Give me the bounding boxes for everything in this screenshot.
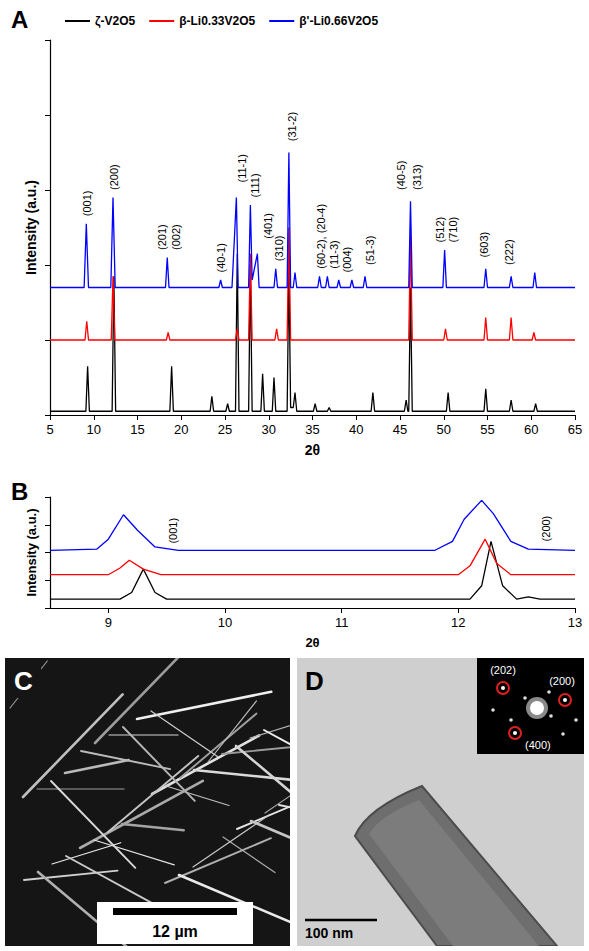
svg-text:(401): (401) [262, 213, 274, 239]
svg-text:(002): (002) [170, 224, 182, 250]
svg-text:(11-1): (11-1) [236, 154, 248, 183]
svg-text:(400): (400) [525, 739, 551, 751]
svg-text:(200): (200) [540, 516, 552, 542]
svg-text:(222): (222) [503, 239, 515, 265]
svg-text:5: 5 [46, 422, 53, 437]
svg-text:10: 10 [87, 422, 101, 437]
svg-text:(001): (001) [167, 518, 179, 544]
svg-text:12: 12 [451, 615, 465, 630]
svg-text:(001): (001) [81, 191, 93, 217]
svg-text:(310): (310) [273, 236, 285, 262]
svg-text:50: 50 [437, 422, 451, 437]
svg-text:C: C [14, 666, 33, 696]
svg-text:Intensity (a.u.): Intensity (a.u.) [23, 180, 39, 275]
svg-text:20: 20 [174, 422, 188, 437]
svg-text:45: 45 [393, 422, 407, 437]
svg-text:A: A [11, 6, 28, 33]
svg-text:β-Li0.33V2O5: β-Li0.33V2O5 [179, 14, 255, 28]
svg-text:(004): (004) [341, 247, 353, 273]
svg-text:(313): (313) [411, 164, 423, 190]
svg-text:30: 30 [262, 422, 276, 437]
svg-text:13: 13 [568, 615, 582, 630]
svg-text:B: B [11, 478, 28, 505]
svg-text:(40-1): (40-1) [215, 243, 227, 272]
svg-text:9: 9 [105, 615, 112, 630]
svg-text:65: 65 [568, 422, 582, 437]
svg-text:Intensity (a.u.): Intensity (a.u.) [24, 508, 39, 596]
svg-text:D: D [305, 666, 324, 696]
svg-text:(200): (200) [108, 164, 120, 190]
svg-text:15: 15 [130, 422, 144, 437]
svg-text:(40-5): (40-5) [395, 161, 407, 190]
svg-text:(111): (111) [249, 173, 261, 197]
svg-text:2θ: 2θ [305, 635, 319, 650]
svg-text:11: 11 [335, 615, 349, 630]
svg-text:(512): (512) [434, 217, 446, 243]
svg-text:(31-2): (31-2) [286, 112, 298, 141]
svg-text:(202): (202) [490, 664, 516, 676]
svg-text:ζ-V2O5: ζ-V2O5 [95, 14, 136, 28]
svg-text:35: 35 [305, 422, 319, 437]
svg-text:12 µm: 12 µm [152, 923, 198, 940]
svg-text:(710): (710) [447, 217, 459, 243]
svg-text:25: 25 [218, 422, 232, 437]
svg-text:10: 10 [218, 615, 232, 630]
svg-text:2θ: 2θ [305, 442, 320, 458]
svg-text:(200): (200) [549, 675, 575, 687]
svg-text:β'-Li0.66V2O5: β'-Li0.66V2O5 [299, 14, 378, 28]
svg-text:(201): (201) [156, 224, 168, 250]
svg-text:(60-2), (20-4): (60-2), (20-4) [315, 204, 327, 269]
svg-text:100 nm: 100 nm [305, 925, 353, 941]
svg-text:(11-3): (11-3) [328, 240, 340, 269]
svg-text:55: 55 [480, 422, 494, 437]
svg-text:40: 40 [349, 422, 363, 437]
svg-text:60: 60 [524, 422, 538, 437]
svg-text:(603): (603) [478, 232, 490, 258]
svg-text:(51-3): (51-3) [364, 236, 376, 265]
